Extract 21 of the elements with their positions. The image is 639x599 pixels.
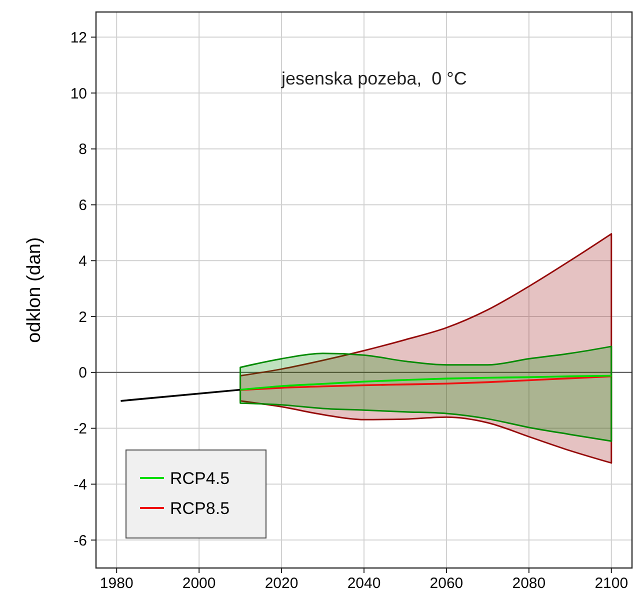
legend-label: RCP8.5	[170, 498, 230, 518]
y-tick-label: 12	[70, 29, 87, 46]
y-tick-label: 6	[78, 197, 87, 214]
y-tick-label: 0	[78, 364, 87, 382]
legend-label: RCP4.5	[170, 468, 230, 488]
y-tick-label: 10	[70, 85, 87, 102]
x-tick-label: 2020	[264, 575, 298, 592]
x-tick-label: 2100	[594, 575, 628, 592]
x-tick-label: 1980	[100, 575, 134, 592]
y-tick-label: 8	[78, 141, 87, 158]
x-tick-label: 2080	[512, 575, 546, 592]
y-tick-label: -2	[74, 420, 87, 438]
y-tick-label: -6	[74, 532, 87, 550]
x-tick-label: 2040	[347, 575, 381, 592]
y-axis-title: odklon (dan)	[24, 237, 45, 343]
y-tick-label: 2	[78, 308, 87, 326]
y-tick-label: 4	[78, 252, 87, 270]
x-tick-label: 2060	[430, 575, 464, 592]
x-tick-label: 2000	[182, 575, 216, 592]
y-tick-label: -4	[74, 476, 87, 494]
text: jesenska pozeba, 0 °C	[280, 68, 467, 89]
